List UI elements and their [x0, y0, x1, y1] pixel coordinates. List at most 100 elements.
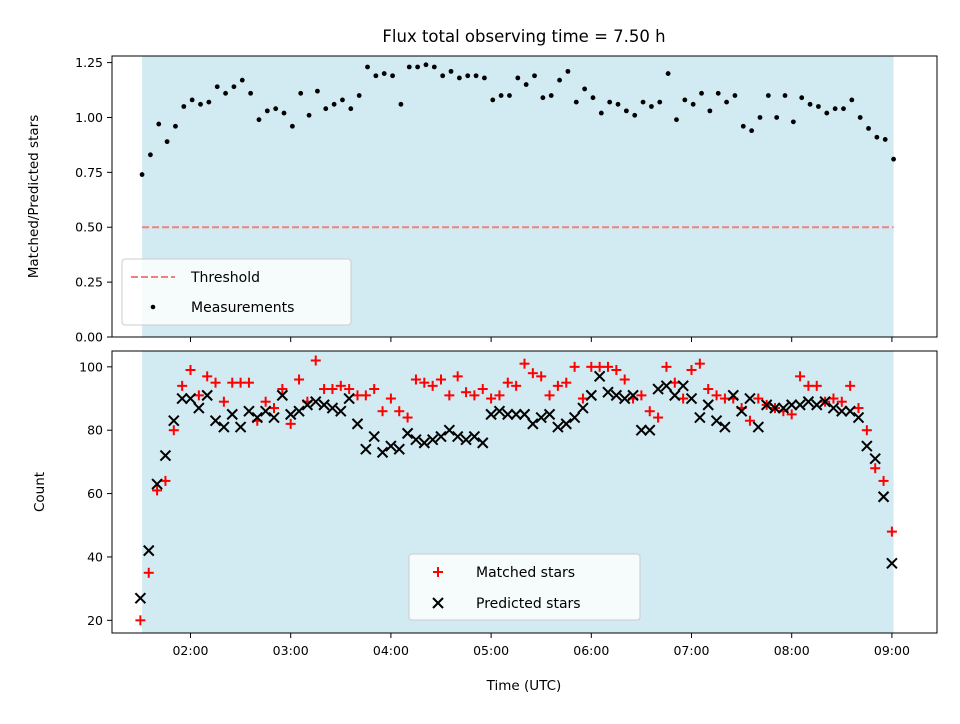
matched-star-point	[377, 406, 388, 417]
matched-star-point	[477, 384, 488, 395]
matched-star-point	[861, 425, 872, 436]
matched-star-point	[811, 380, 822, 391]
chart-title: Flux total observing time = 7.50 h	[382, 27, 665, 46]
measurement-point	[181, 104, 187, 109]
predicted-star-point	[744, 392, 756, 405]
predicted-star-point	[376, 446, 389, 459]
matched-star-point	[202, 371, 213, 382]
predicted-star-point	[193, 402, 205, 414]
bottom-y-tick-label: 60	[87, 486, 103, 501]
measurement-point	[774, 115, 780, 120]
predicted-star-point	[159, 449, 172, 462]
matched-star-point	[227, 377, 238, 388]
measurement-point	[189, 97, 195, 103]
legend-matched-label: Matched stars	[476, 565, 575, 581]
matched-star-point	[511, 380, 522, 391]
measurement-point	[231, 84, 237, 90]
measurement-point	[657, 99, 663, 105]
measurement-point	[699, 90, 704, 96]
predicted-star-point	[418, 437, 431, 449]
predicted-star-point	[760, 399, 773, 411]
matched-star-point	[803, 380, 814, 391]
predicted-star-point	[794, 399, 806, 411]
matched-star-point	[394, 406, 405, 417]
predicted-star-point	[293, 405, 305, 417]
matched-star-point	[828, 393, 839, 404]
predicted-star-point	[234, 421, 247, 433]
x-tick-label: 08:00	[774, 643, 810, 658]
matched-star-point	[185, 365, 196, 376]
measurement-point	[139, 172, 145, 177]
predicted-star-point	[627, 389, 639, 402]
measurement-point	[381, 71, 387, 76]
top-y-tick-label: 1.00	[75, 110, 103, 125]
predicted-star-point	[301, 399, 314, 411]
predicted-star-point	[652, 383, 664, 395]
predicted-star-point	[727, 389, 739, 402]
predicted-star-point	[259, 405, 272, 417]
measurement-point	[866, 126, 871, 131]
measurement-point	[365, 64, 370, 70]
predicted-stars-series	[134, 370, 898, 604]
matched-star-point	[210, 377, 221, 388]
predicted-star-point	[752, 421, 765, 433]
bottom-x-ticks: 02:00 03:00 04:00 05:00 06:00 07:00 08:00 09:00	[172, 633, 910, 658]
measurement-point	[874, 134, 880, 140]
bottom-legend-box	[408, 553, 641, 621]
predicted-star-point	[268, 411, 280, 424]
predicted-star-point	[502, 408, 514, 421]
bottom-legend: Matched stars Predicted stars	[408, 553, 641, 621]
measurement-point	[315, 88, 320, 94]
top-y-axis-label: Matched/Predicted stars	[26, 115, 42, 278]
measurement-point	[765, 93, 771, 98]
measurement-point	[273, 106, 279, 112]
predicted-star-point	[251, 411, 264, 424]
measurement-point	[582, 86, 588, 92]
matched-star-point	[636, 390, 647, 401]
predicted-star-point	[735, 405, 748, 417]
measurement-point	[356, 93, 362, 98]
measurement-point	[423, 62, 429, 68]
measurement-point	[264, 108, 270, 114]
measurement-point	[565, 68, 571, 74]
measurement-point	[448, 68, 454, 74]
predicted-star-point	[410, 434, 422, 446]
measurement-point	[640, 99, 646, 105]
matched-star-point	[795, 371, 806, 382]
measurement-point	[799, 95, 805, 101]
matched-star-point	[277, 384, 288, 395]
predicted-star-point	[226, 408, 238, 421]
matched-star-point	[360, 390, 371, 401]
matched-stars-series	[135, 355, 897, 626]
measurement-point	[632, 112, 638, 118]
predicted-star-point	[209, 415, 222, 427]
predicted-star-point	[243, 405, 255, 417]
measurement-point	[816, 104, 821, 109]
top-y-tick-label: 0.75	[75, 165, 103, 180]
predicted-star-point	[527, 418, 539, 430]
predicted-star-point	[552, 421, 564, 433]
measurement-point	[690, 101, 696, 107]
predicted-star-point	[485, 408, 497, 421]
predicted-star-point	[777, 402, 790, 414]
top-y-tick-label: 0.50	[75, 220, 103, 235]
matched-star-point	[853, 403, 864, 414]
predicted-star-point	[310, 395, 322, 408]
measurement-point	[173, 123, 178, 129]
predicted-star-point	[719, 421, 731, 433]
predicted-star-point	[468, 430, 481, 443]
x-axis-label: Time (UTC)	[486, 678, 562, 694]
legend-predicted-swatch	[432, 597, 444, 609]
matched-star-point	[486, 393, 497, 404]
measurement-point	[607, 99, 613, 105]
x-tick-label: 06:00	[573, 643, 609, 658]
measurement-point	[440, 73, 446, 79]
predicted-star-point	[811, 399, 823, 411]
matched-star-point	[160, 475, 171, 486]
matched-star-point	[686, 365, 697, 376]
predicted-star-point	[644, 424, 656, 436]
measurement-point	[198, 101, 203, 107]
predicted-star-point	[844, 405, 856, 417]
matched-star-point	[369, 384, 380, 395]
measurement-point	[674, 117, 679, 123]
